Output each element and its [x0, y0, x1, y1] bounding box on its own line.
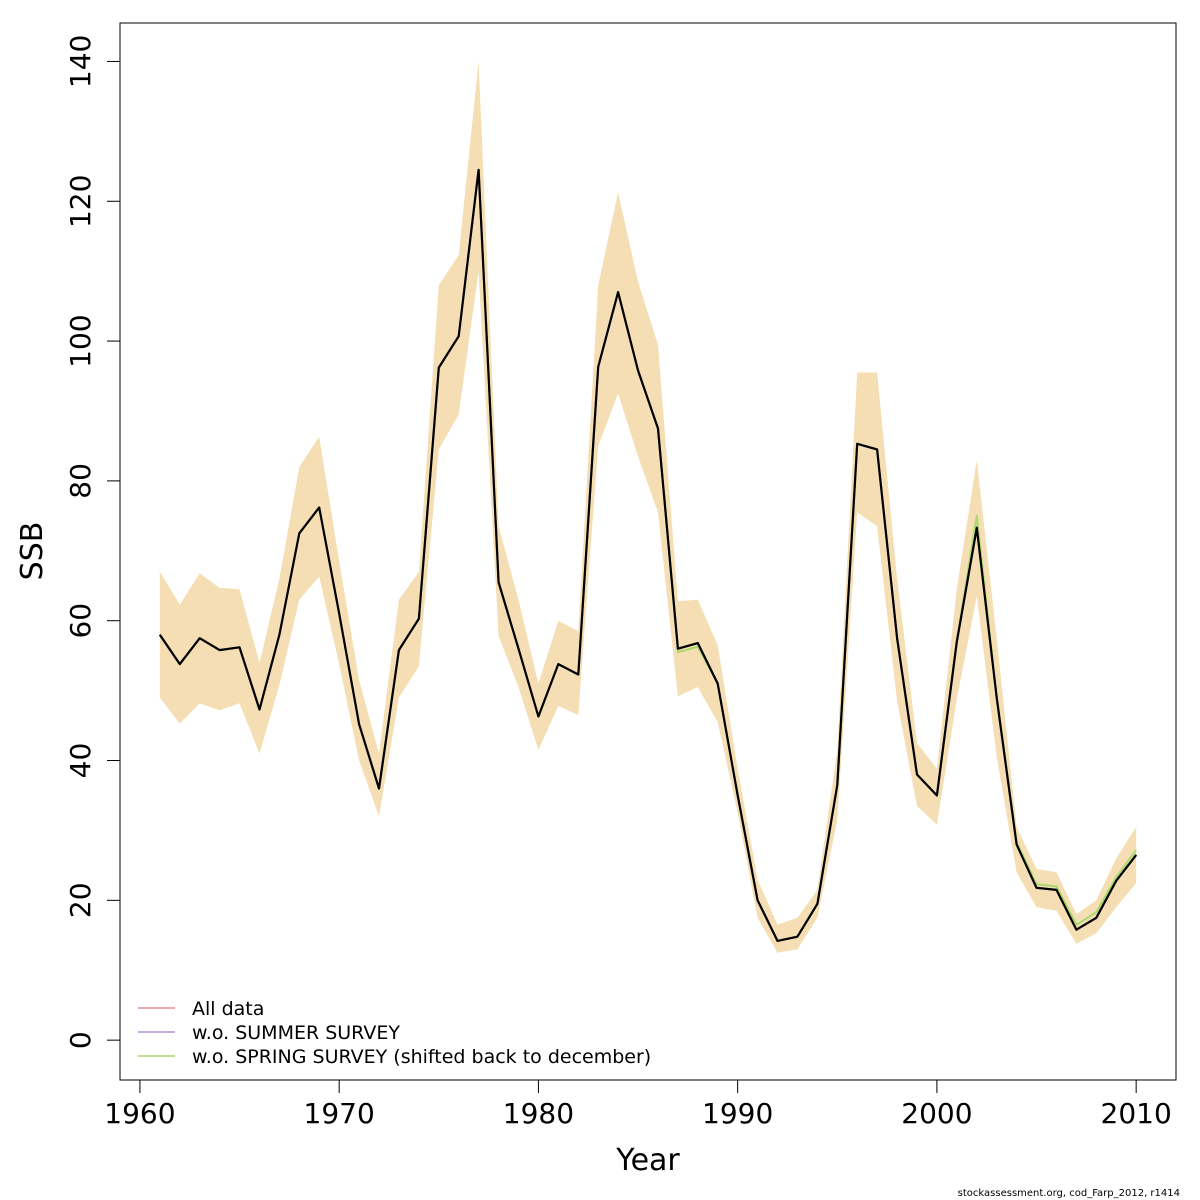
- x-tick-label: 1990: [702, 1097, 773, 1130]
- x-tick-label: 1970: [304, 1097, 375, 1130]
- y-axis-title: SSB: [15, 522, 50, 581]
- x-axis-title: Year: [615, 1143, 680, 1178]
- y-tick-label: 140: [64, 35, 97, 88]
- y-tick-label: 120: [64, 175, 97, 228]
- legend-label: w.o. SUMMER SURVEY: [192, 1022, 400, 1044]
- y-tick-label: 80: [64, 463, 97, 499]
- y-tick-label: 0: [64, 1031, 97, 1049]
- legend-label: All data: [192, 998, 264, 1020]
- x-tick-label: 2000: [901, 1097, 972, 1130]
- x-tick-label: 1960: [104, 1097, 175, 1130]
- confidence-band-layer: [159, 61, 1137, 953]
- series-line-combined-estimate: [158, 168, 1138, 943]
- legend-label: w.o. SPRING SURVEY (shifted back to dece…: [192, 1046, 651, 1068]
- confidence-band: [159, 61, 1137, 953]
- x-axis: 1960 1970 1980 1990 2000 2010: [104, 1079, 1172, 1130]
- y-tick-label: 20: [64, 882, 97, 918]
- y-tick-label: 40: [64, 743, 97, 779]
- y-tick-label: 60: [64, 603, 97, 639]
- y-axis: 0 20 40 60 80 100 120 140: [64, 35, 121, 1049]
- plot-frame: [119, 22, 1177, 1081]
- y-tick-label: 100: [64, 314, 97, 367]
- x-tick-label: 2010: [1101, 1097, 1172, 1130]
- credit-text: stockassessment.org, cod_Farp_2012, r141…: [958, 1188, 1180, 1199]
- x-tick-label: 1980: [503, 1097, 574, 1130]
- series-lines-layer: [158, 168, 1138, 943]
